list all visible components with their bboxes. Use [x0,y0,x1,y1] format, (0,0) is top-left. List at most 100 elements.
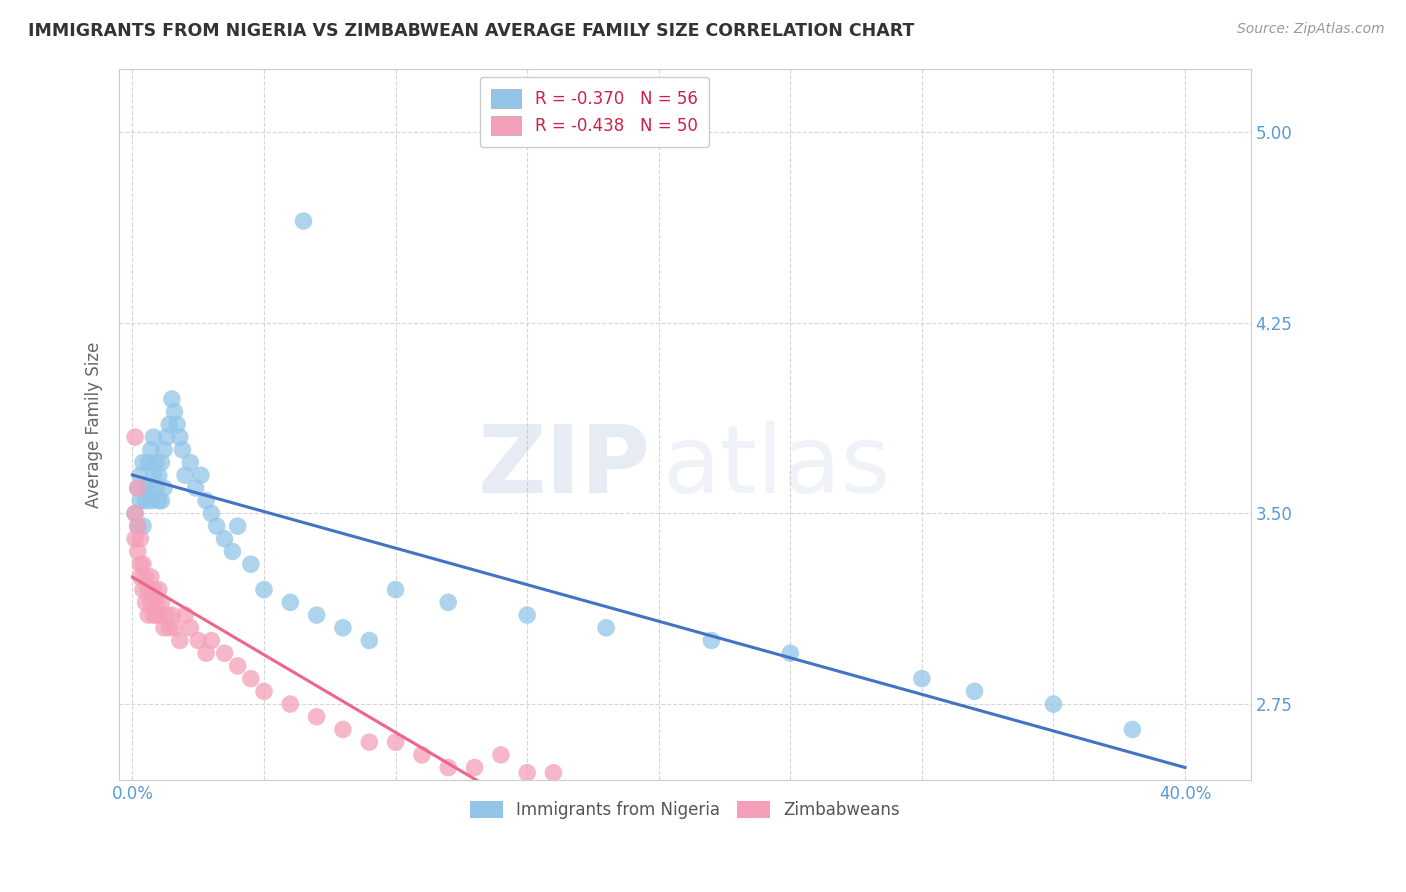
Point [384,582,406,597]
Point [595,621,617,635]
Point [437,761,460,775]
Point [205,519,228,533]
Point [139,442,162,457]
Point [332,723,354,737]
Point [411,747,433,762]
Point [132,519,155,533]
Point [129,558,152,572]
Point [145,595,167,609]
Point [129,532,152,546]
Point [139,570,162,584]
Point [129,570,152,584]
Point [779,646,801,660]
Point [135,493,157,508]
Point [156,608,179,623]
Point [136,481,159,495]
Point [1042,697,1064,711]
Point [214,646,236,660]
Point [160,392,183,406]
Point [464,761,486,775]
Point [253,684,276,698]
Point [157,621,180,635]
Point [145,481,167,495]
Point [148,582,170,597]
Point [163,621,186,635]
Text: Source: ZipAtlas.com: Source: ZipAtlas.com [1237,22,1385,37]
Point [153,621,176,635]
Point [278,697,301,711]
Point [305,710,328,724]
Point [169,633,191,648]
Point [127,544,149,558]
Point [359,633,381,648]
Point [150,493,173,508]
Point [127,519,149,533]
Point [1121,723,1143,737]
Point [179,621,201,635]
Point [150,456,173,470]
Point [124,507,146,521]
Point [156,430,179,444]
Point [489,747,512,762]
Point [136,456,159,470]
Point [174,468,197,483]
Point [384,735,406,749]
Point [166,417,188,432]
Point [239,672,262,686]
Point [153,481,176,495]
Point [127,481,149,495]
Point [963,684,986,698]
Point [332,621,354,635]
Point [124,532,146,546]
Point [129,493,152,508]
Point [292,214,315,228]
Point [160,608,183,623]
Point [124,430,146,444]
Point [142,582,165,597]
Point [124,507,146,521]
Point [200,633,222,648]
Point [359,735,381,749]
Point [148,493,170,508]
Point [278,595,301,609]
Point [136,582,159,597]
Text: ZIP: ZIP [478,421,651,513]
Point [135,570,157,584]
Point [145,456,167,470]
Point [142,468,165,483]
Point [174,608,197,623]
Point [139,595,162,609]
Point [163,405,186,419]
Point [543,765,565,780]
Point [132,456,155,470]
Point [142,430,165,444]
Point [437,595,460,609]
Point [135,481,157,495]
Point [153,442,176,457]
Point [157,417,180,432]
Point [516,765,538,780]
Point [184,481,207,495]
Point [226,659,249,673]
Point [516,608,538,623]
Point [253,582,276,597]
Y-axis label: Average Family Size: Average Family Size [86,342,103,508]
Point [148,608,170,623]
Point [214,532,236,546]
Point [150,595,173,609]
Point [700,633,723,648]
Point [135,595,157,609]
Point [132,558,155,572]
Point [187,633,209,648]
Point [142,608,165,623]
Point [148,468,170,483]
Point [136,608,159,623]
Point [179,456,201,470]
Point [139,493,162,508]
Point [172,442,194,457]
Point [226,519,249,533]
Text: atlas: atlas [662,421,890,513]
Point [132,582,155,597]
Point [169,430,191,444]
Legend: Immigrants from Nigeria, Zimbabweans: Immigrants from Nigeria, Zimbabweans [463,794,907,825]
